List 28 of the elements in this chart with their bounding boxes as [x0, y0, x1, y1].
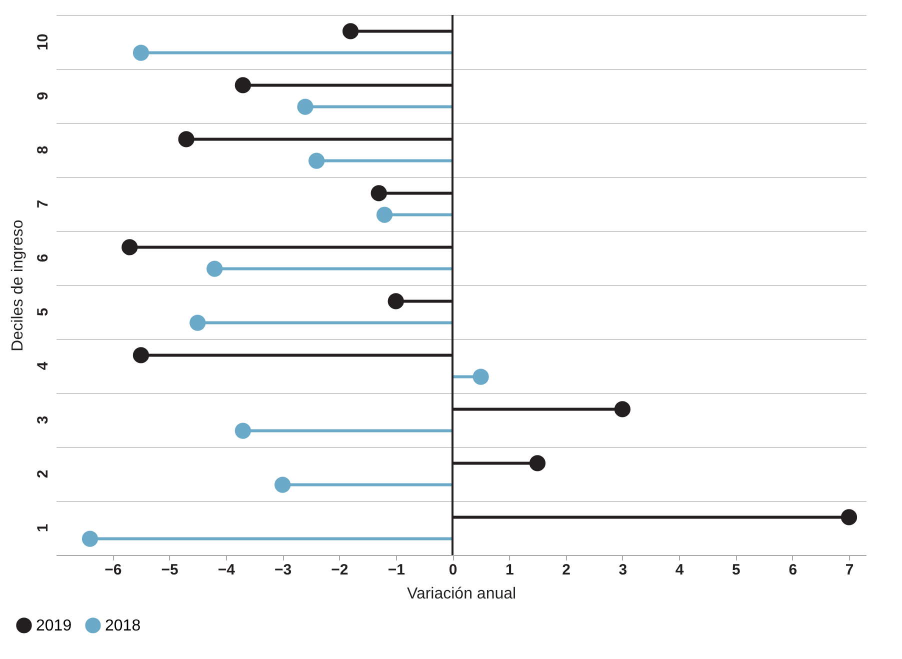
y-tick-label: 4 — [34, 361, 52, 370]
x-tick-label: 0 — [448, 562, 458, 578]
y-tick-label: 9 — [34, 92, 52, 100]
x-tick-label: 2 — [562, 562, 570, 578]
x-tick-label: 6 — [788, 562, 798, 578]
x-tick-label: −5 — [161, 562, 178, 578]
x-tick-label: 4 — [675, 562, 684, 578]
y-tick-label: 1 — [34, 524, 52, 532]
y-tick-label: 2 — [34, 470, 52, 478]
x-tick-label: 5 — [732, 562, 740, 578]
x-tick-label: 7 — [845, 562, 854, 578]
y-tick-label: 3 — [34, 416, 52, 424]
y-tick-label: 10 — [34, 34, 52, 50]
x-axis-title: Variación anual — [406, 586, 516, 602]
x-tick-label: −3 — [274, 562, 292, 578]
x-tick-label: −1 — [388, 562, 405, 578]
y-axis-title: Deciles de ingreso — [10, 220, 26, 352]
y-tick-label: 5 — [34, 308, 52, 316]
x-tick-label: −6 — [104, 562, 122, 578]
x-tick-label: −4 — [218, 562, 236, 578]
y-tick-label: 7 — [34, 200, 52, 208]
y-tick-label: 8 — [34, 146, 52, 154]
legend-label: 2019 — [36, 617, 72, 634]
x-tick-label: 1 — [505, 562, 514, 578]
y-tick-label: 6 — [34, 254, 52, 262]
x-tick-label: −2 — [331, 562, 348, 578]
x-tick-label: 3 — [618, 562, 628, 578]
legend-label: 2018 — [105, 617, 141, 634]
